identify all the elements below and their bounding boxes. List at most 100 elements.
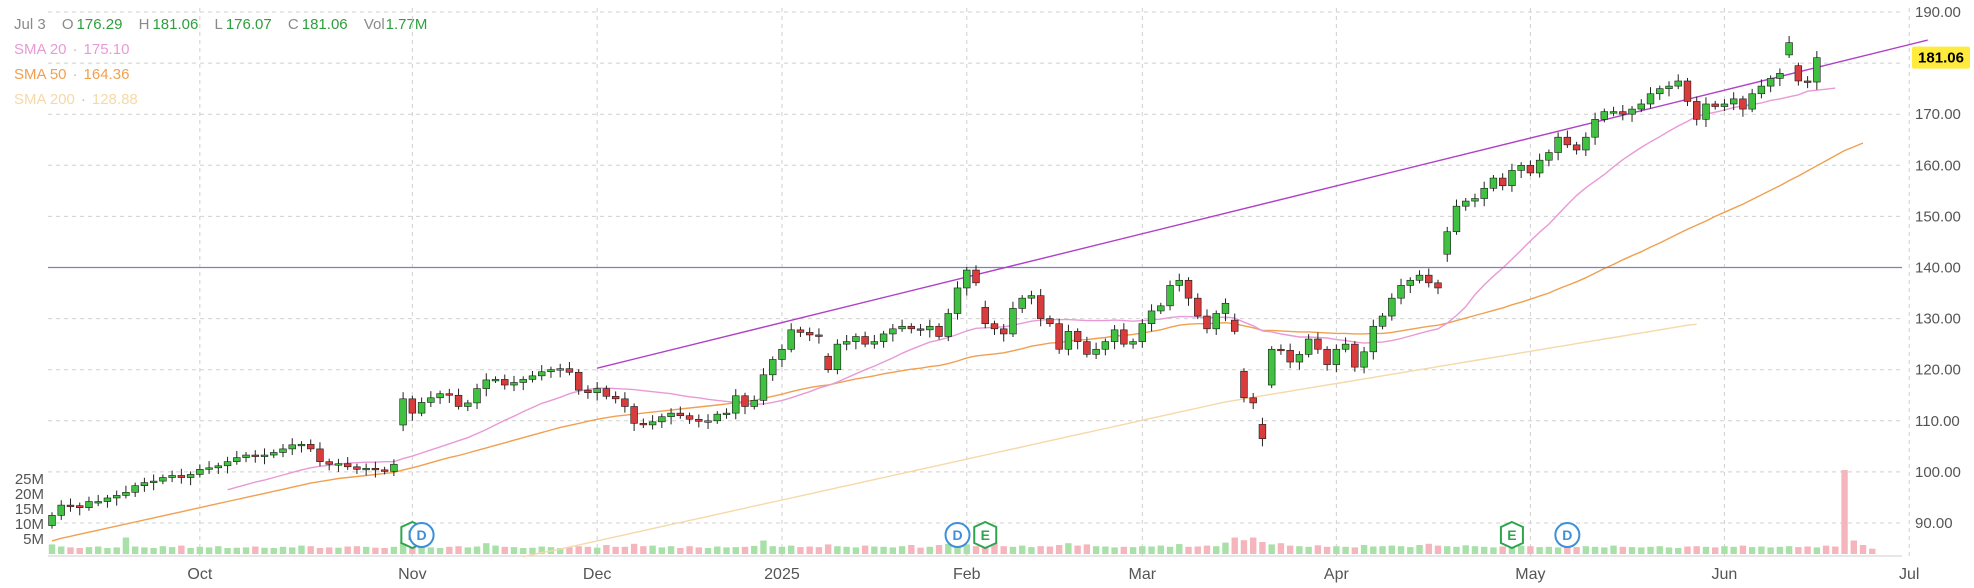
candle <box>1304 334 1313 358</box>
volume-bar <box>501 546 508 554</box>
dividend-marker[interactable]: D <box>408 522 435 548</box>
candle <box>1194 293 1202 320</box>
volume-bar <box>1065 543 1072 554</box>
candle <box>695 414 703 428</box>
volume-bar <box>1240 540 1248 554</box>
trendline[interactable] <box>596 39 1928 369</box>
candle-body-up <box>1157 305 1165 312</box>
candle-body-up <box>1092 348 1100 355</box>
candle-body-up <box>122 492 130 496</box>
volume-bar <box>473 546 481 554</box>
candle <box>186 471 195 486</box>
volume-bar <box>695 547 702 554</box>
candle <box>889 323 897 342</box>
candle <box>510 375 518 392</box>
dividend-badge <box>944 522 971 548</box>
candle <box>907 323 916 334</box>
dividend-badge <box>408 522 435 548</box>
candle-body-down <box>1683 80 1692 102</box>
volume-bar <box>843 546 850 554</box>
volume-bar <box>1129 547 1137 554</box>
volume-bar <box>270 548 277 554</box>
volume-bar <box>1675 548 1682 554</box>
volume-bar <box>261 547 268 554</box>
volume-bar <box>298 545 305 554</box>
candle <box>76 502 84 516</box>
volume-bar <box>1185 546 1192 554</box>
candle-body-up <box>852 336 860 342</box>
volume-bar <box>1037 546 1044 554</box>
candle-body-up <box>889 328 897 335</box>
volume-bar <box>455 546 462 554</box>
earnings-marker[interactable]: E <box>973 520 998 550</box>
price-tick-label: 150.00 <box>1915 208 1961 225</box>
volume-bar <box>889 547 897 554</box>
volume-bar <box>741 546 749 554</box>
time-tick-label: Feb <box>953 566 981 583</box>
volume-bar <box>1462 545 1469 554</box>
candle <box>1609 106 1618 117</box>
candle <box>1471 193 1479 208</box>
candle <box>1295 351 1304 370</box>
volume-bar <box>1536 547 1543 554</box>
candle-body-up <box>519 379 527 383</box>
candle <box>1000 323 1008 342</box>
event-markers[interactable]: EDDEED <box>400 520 1581 550</box>
volume-bar <box>1712 547 1719 554</box>
candle-body-up <box>473 388 481 404</box>
sma20-line <box>227 87 1836 491</box>
candle <box>307 439 315 452</box>
earnings-marker[interactable]: E <box>1499 520 1524 550</box>
open-key: O <box>61 16 74 33</box>
volume-bar <box>492 545 499 554</box>
price-axis[interactable]: 90.00 100.00 110.00 120.00 130.00 140.00 150.0… <box>1915 4 1961 532</box>
price-tick-label: 110.00 <box>1915 413 1960 430</box>
candle-body-up <box>1360 351 1368 368</box>
candle <box>759 368 768 405</box>
candle <box>1720 99 1729 112</box>
candle-body-up <box>1785 42 1793 56</box>
volume-bar <box>593 547 601 554</box>
candle <box>1563 130 1572 148</box>
candle-body-up <box>242 454 250 458</box>
sma200-row[interactable]: SMA 200 · 128.88 <box>14 87 439 112</box>
volume-bar <box>1444 546 1451 554</box>
volume-bar <box>621 546 629 554</box>
candle <box>519 376 527 391</box>
candle <box>122 485 130 499</box>
volume-bar <box>538 546 545 554</box>
volume-bar <box>335 547 342 554</box>
candle-body-up <box>658 416 666 423</box>
volume-bar <box>1453 546 1460 554</box>
volume-bar <box>1591 546 1599 554</box>
volume-bar <box>1028 547 1035 554</box>
candle <box>1406 277 1414 294</box>
drawing-overlays[interactable] <box>48 39 1928 369</box>
volume-bar <box>1370 546 1377 554</box>
candle <box>1443 226 1451 262</box>
volume-tick-label: 25M <box>15 471 44 488</box>
sma20-row[interactable]: SMA 20 · 175.10 <box>14 37 439 62</box>
volume-bar <box>372 547 379 554</box>
sma200-separator: · <box>80 91 86 108</box>
dividend-marker[interactable]: D <box>944 522 971 548</box>
candle <box>842 334 851 351</box>
sma50-row[interactable]: SMA 50 · 164.36 <box>14 62 439 87</box>
volume-bar <box>1148 546 1155 554</box>
candle-body-down <box>1711 103 1719 107</box>
candle <box>630 403 638 432</box>
candle-body-down <box>371 468 380 471</box>
candle-body-up <box>168 475 176 478</box>
volume-bar <box>1111 547 1118 554</box>
dividend-marker[interactable]: D <box>1554 522 1581 548</box>
time-axis[interactable]: Oct Nov Dec 2025 Feb Mar Apr May Jun Jul <box>187 566 1919 583</box>
candle-body-down <box>1194 297 1202 317</box>
volume-bar <box>1481 546 1488 554</box>
volume-bar <box>723 547 730 554</box>
candle-body-up <box>436 393 444 399</box>
volume-bar <box>1813 547 1821 554</box>
candle <box>1092 342 1100 359</box>
candle-body-up <box>1175 279 1183 286</box>
candle-body-down <box>1055 323 1063 350</box>
